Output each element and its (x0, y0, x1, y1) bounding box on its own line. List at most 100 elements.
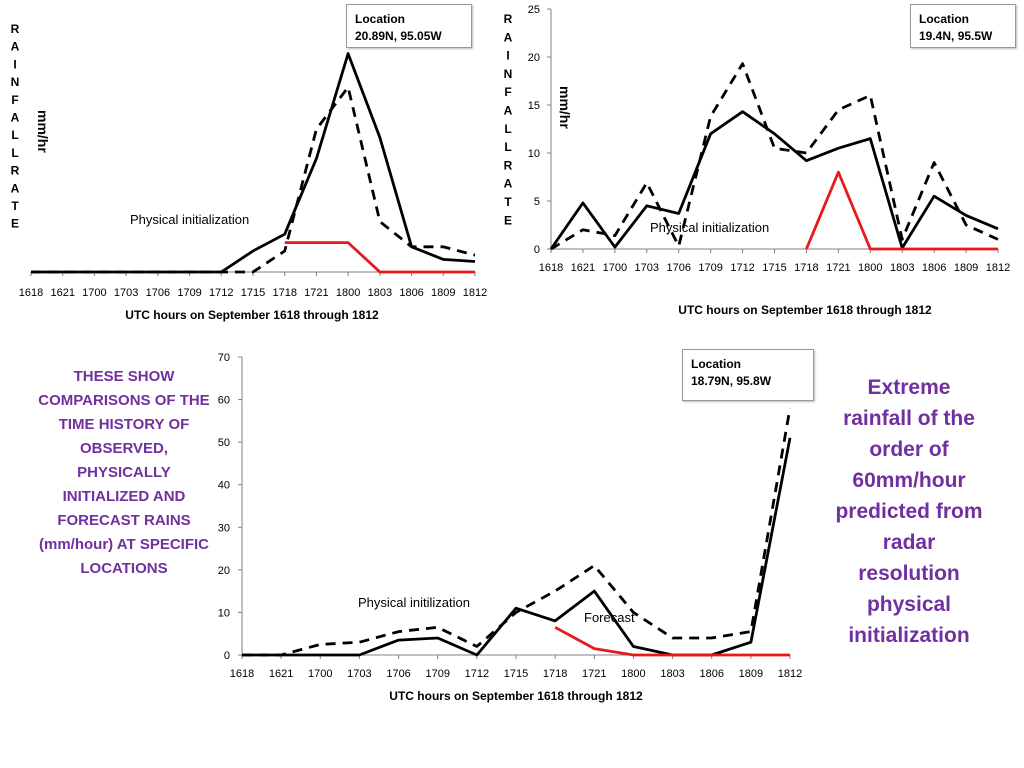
y-tick-label: 0 (224, 650, 230, 662)
y-tick-label: 15 (528, 100, 540, 112)
x-tick-label: 1706 (666, 262, 690, 274)
y-axis-title-letter: T (11, 199, 19, 213)
physical-initialization-series-line (242, 407, 792, 657)
physical-initialization-annotation: Physical initialization (650, 220, 769, 235)
y-tick-label: 30 (218, 522, 230, 534)
x-tick-label: 1703 (347, 668, 371, 680)
x-axis-title: UTC hours on September 1618 through 1812 (389, 689, 643, 703)
y-axis-title-letter: N (504, 67, 513, 81)
x-tick-label: 1809 (739, 668, 763, 680)
y-tick-label: 20 (528, 52, 540, 64)
x-tick-label: 1812 (986, 262, 1010, 274)
forecast-series-line (805, 170, 998, 251)
x-tick-label: 1709 (425, 668, 449, 680)
location-label: Location (355, 12, 405, 26)
y-axis-title-letter: R (11, 22, 20, 36)
location-box-1: Location 20.89N, 95.05W (346, 4, 472, 48)
y-axis-title-letter: F (11, 93, 18, 107)
x-tick-label: 1715 (762, 262, 786, 274)
location-label: Location (919, 12, 969, 26)
x-axis-title: UTC hours on September 1618 through 1812 (125, 308, 379, 322)
x-tick-label: 1700 (82, 287, 106, 299)
y-axis-title-letter: A (11, 111, 20, 125)
x-tick-label: 1712 (209, 287, 233, 299)
y-axis-title-letter: I (13, 57, 16, 71)
y-tick-label: 0 (534, 244, 540, 256)
y-axis-title-letter: E (11, 217, 19, 231)
x-tick-label: 1709 (177, 287, 201, 299)
x-tick-label: 1621 (269, 668, 293, 680)
observed-series-line (549, 110, 999, 250)
y-tick-label: 60 (218, 395, 230, 407)
location-label: Location (691, 357, 741, 371)
x-tick-label: 1618 (539, 262, 563, 274)
x-tick-label: 1812 (778, 668, 802, 680)
y-tick-label: 10 (218, 607, 230, 619)
x-tick-label: 1715 (504, 668, 528, 680)
x-axis-title: UTC hours on September 1618 through 1812 (678, 303, 932, 317)
x-tick-label: 1621 (571, 262, 595, 274)
x-tick-label: 1806 (699, 668, 723, 680)
y-axis-title-letter: I (506, 49, 509, 63)
y-axis-title-letter: N (11, 75, 20, 89)
x-tick-label: 1618 (230, 668, 254, 680)
y-axis-title-letter: L (504, 122, 511, 136)
x-tick-label: 1712 (730, 262, 754, 274)
y-axis-title-letter: L (11, 146, 18, 160)
y-axis-title-letter: L (504, 140, 511, 154)
x-tick-label: 1803 (890, 262, 914, 274)
x-tick-label: 1621 (50, 287, 74, 299)
x-tick-label: 1806 (399, 287, 423, 299)
forecast-series-line (284, 241, 475, 274)
y-tick-label: 70 (218, 352, 230, 364)
x-tick-label: 1800 (858, 262, 882, 274)
rainfall-note: Extreme rainfall of the order of 60mm/ho… (835, 376, 983, 647)
location-coords: 20.89N, 95.05W (355, 29, 442, 43)
location-box-2: Location 19.4N, 95.5W (910, 4, 1016, 48)
x-tick-label: 1700 (308, 668, 332, 680)
unit-label: mm/hr (557, 86, 573, 129)
physical-initialization-annotation: Physical initialization (130, 212, 249, 227)
y-axis-title-letter: A (11, 181, 20, 195)
x-tick-label: 1806 (922, 262, 946, 274)
x-tick-label: 1706 (386, 668, 410, 680)
x-tick-label: 1809 (431, 287, 455, 299)
physical-initialization-series-line (550, 62, 999, 251)
x-tick-label: 1709 (698, 262, 722, 274)
y-axis-title-letter: A (11, 40, 20, 54)
y-axis-title-letter: R (11, 164, 20, 178)
x-tick-label: 1721 (304, 287, 328, 299)
description-note: THESE SHOW COMPARISONS OF THE TIME HISTO… (38, 368, 210, 577)
physical-initialization-series-line (31, 85, 476, 274)
x-tick-label: 1715 (241, 287, 265, 299)
x-tick-label: 1809 (954, 262, 978, 274)
y-axis-title-letter: F (504, 85, 511, 99)
unit-label: mm/hr (35, 110, 51, 153)
x-tick-label: 1718 (543, 668, 567, 680)
y-axis-title-letter: T (504, 195, 512, 209)
location-coords: 18.79N, 95.8W (691, 374, 772, 388)
observed-series-line (31, 52, 476, 274)
y-axis-title-letter: A (504, 177, 513, 191)
x-tick-label: 1803 (660, 668, 684, 680)
y-tick-label: 20 (218, 565, 230, 577)
y-tick-label: 40 (218, 480, 230, 492)
y-axis-title-letter: A (504, 30, 513, 44)
forecast-series-line (554, 626, 790, 657)
y-axis-title-letter: E (504, 213, 512, 227)
location-box-3: Location 18.79N, 95.8W (682, 349, 814, 401)
y-tick-label: 5 (534, 196, 540, 208)
x-tick-label: 1700 (603, 262, 627, 274)
x-tick-label: 1803 (368, 287, 392, 299)
x-tick-label: 1800 (621, 668, 645, 680)
x-tick-label: 1712 (465, 668, 489, 680)
x-tick-label: 1718 (794, 262, 818, 274)
y-tick-label: 25 (528, 4, 540, 16)
physical-initialization-annotation: Physical initilization (358, 595, 470, 610)
x-tick-label: 1703 (635, 262, 659, 274)
observed-series-line (242, 437, 792, 657)
location-coords: 19.4N, 95.5W (919, 29, 993, 43)
forecast-annotation: Forecast (584, 610, 635, 625)
x-tick-label: 1721 (826, 262, 850, 274)
